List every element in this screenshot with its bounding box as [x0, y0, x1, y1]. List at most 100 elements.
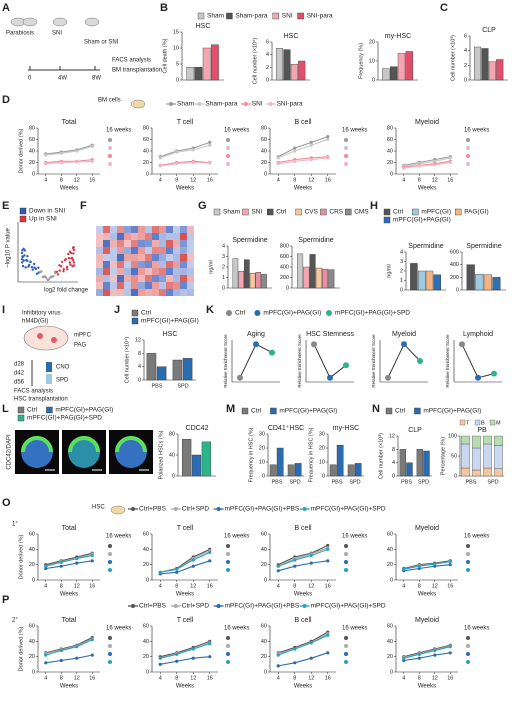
bar [336, 445, 344, 477]
y-tick-label: 0 [400, 287, 403, 293]
heatmap-cell [131, 247, 138, 254]
plot-title: T cell [177, 119, 194, 126]
x-tick-label: 4 [277, 177, 280, 183]
heatmap-cell [166, 268, 173, 275]
legend-label: Sham-para [205, 101, 238, 108]
legend-label: mPFC(GI)+PAG(GI)+SPD [335, 310, 410, 317]
series-line [278, 631, 329, 654]
x-tick-label: 16 [325, 177, 331, 183]
point [326, 547, 330, 551]
annotation: Parabiosis [6, 31, 34, 37]
heatmap-cell [145, 289, 152, 296]
heatmap-cell [103, 254, 110, 261]
legend-swatch [270, 407, 277, 415]
legend-label: CVS [305, 209, 319, 216]
x-axis-label: Weeks [176, 592, 194, 598]
point [59, 658, 63, 663]
y-tick-label: 0 [146, 577, 149, 583]
x-axis-label: Weeks [418, 684, 436, 690]
point [433, 562, 437, 566]
side-dot [226, 162, 230, 166]
point [459, 341, 465, 348]
volcano-dot [70, 256, 74, 260]
x-axis-label: Weeks [294, 592, 312, 598]
y-tick-label: 600 [450, 249, 459, 255]
series-line [461, 343, 495, 379]
point [191, 160, 195, 165]
point [208, 161, 212, 165]
series-line [278, 156, 328, 164]
y-tick-label: 20 [387, 562, 393, 568]
x-tick-label: SPD [349, 479, 360, 485]
annotation: SNI [52, 31, 62, 37]
point [276, 653, 280, 657]
point [475, 374, 481, 381]
plot-title: Spermidine [408, 243, 444, 250]
spd-bar [46, 374, 52, 384]
bar [347, 464, 355, 477]
point [402, 656, 406, 660]
legend-swatch [17, 414, 25, 422]
heatmap-cell [173, 289, 180, 296]
plot-title: Myeloid [415, 119, 439, 126]
annotation: 2° [12, 618, 18, 624]
brain-site [51, 337, 57, 343]
x-tick-label: 8 [175, 177, 178, 183]
point [208, 559, 212, 563]
heatmap-cell [103, 289, 110, 296]
series-line [313, 343, 347, 379]
heatmap-cell [96, 233, 103, 240]
heatmap-cell [159, 247, 166, 254]
legend-swatch [243, 102, 248, 106]
bar [269, 464, 277, 477]
heatmap-cell [173, 282, 180, 289]
heatmap-cell [145, 275, 152, 282]
x-tick-label: 4 [402, 675, 405, 681]
heatmap-cell [159, 254, 166, 261]
heatmap-cell [159, 261, 166, 268]
panel-letter: L [2, 403, 9, 415]
heatmap-cell [117, 240, 124, 247]
point [293, 146, 297, 150]
heatmap-cell [138, 240, 145, 247]
volcano-dot [68, 261, 72, 264]
bar [181, 439, 192, 477]
heatmap-cell [138, 289, 145, 296]
x-tick-label: 12 [432, 675, 438, 681]
y-axis-label: Frequency (%) [358, 43, 364, 79]
bar [202, 47, 211, 81]
plot-title: CLP [482, 27, 496, 34]
point [208, 140, 212, 144]
legend-swatch [459, 419, 466, 426]
point [175, 567, 179, 571]
series-line [403, 161, 451, 169]
plot-title: Lymphoid [463, 331, 493, 338]
plot-title: CDC42 [186, 425, 209, 432]
heatmap-cell [110, 233, 117, 240]
side-dot [466, 154, 470, 158]
x-axis-label: Weeks [176, 684, 194, 690]
y-tick-label: 40 [261, 639, 267, 645]
bar [238, 271, 244, 289]
legend-swatch [216, 507, 221, 511]
side-dot [466, 162, 470, 166]
y-tick-label: 4 [464, 48, 467, 54]
side-dot [108, 636, 112, 640]
legend-label: Ctrl+SPD [182, 603, 210, 610]
series-line [403, 156, 451, 166]
x-tick-label: 12 [190, 675, 196, 681]
legend-swatch [383, 208, 391, 216]
heatmap-cell [145, 254, 152, 261]
heatmap-cell [138, 247, 145, 254]
point [90, 553, 94, 558]
series-line [45, 145, 93, 156]
bar [261, 274, 267, 289]
heatmap-cell [187, 240, 194, 247]
y-axis-label: Relative Enrichment Score [297, 334, 302, 388]
heatmap-cell [159, 233, 166, 240]
plot-title: PB [477, 427, 487, 434]
volcano-dot [62, 268, 65, 271]
annotation: 8W [92, 76, 101, 82]
legend-swatch [242, 208, 249, 216]
y-tick-label: 20 [29, 654, 35, 660]
